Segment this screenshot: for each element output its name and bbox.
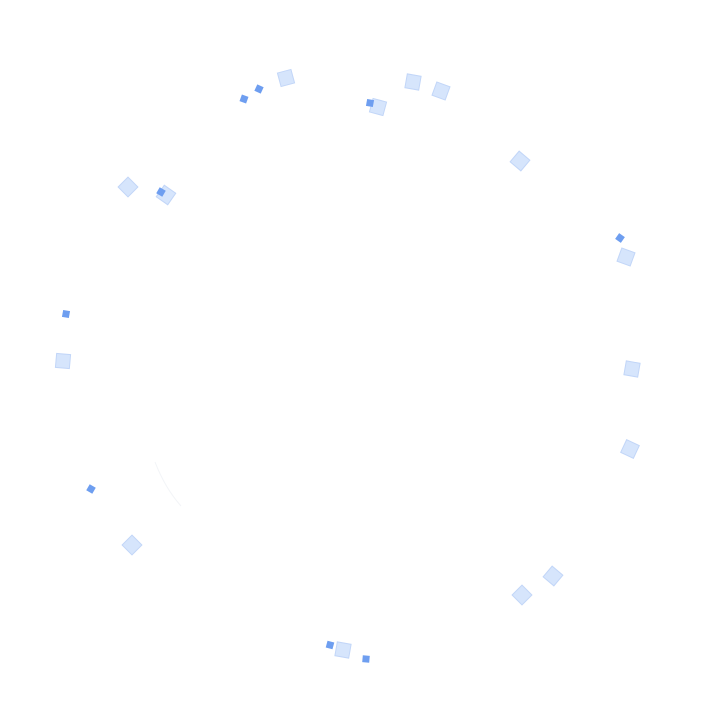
light-squares xyxy=(54,68,641,659)
dot xyxy=(325,640,335,650)
square xyxy=(620,439,640,459)
dot xyxy=(86,484,96,494)
square xyxy=(509,150,531,172)
square xyxy=(511,584,533,606)
faint-arc xyxy=(154,461,182,507)
square xyxy=(121,534,143,556)
dark-squares xyxy=(61,84,625,663)
square xyxy=(117,176,139,198)
dot xyxy=(365,98,375,108)
square xyxy=(623,360,641,378)
square xyxy=(334,641,352,659)
square xyxy=(616,247,636,267)
dot xyxy=(615,233,625,243)
dot xyxy=(254,84,264,94)
dot xyxy=(156,187,166,197)
dot xyxy=(362,655,370,663)
square xyxy=(542,565,564,587)
dot xyxy=(239,94,249,104)
square xyxy=(54,352,72,370)
dot xyxy=(61,309,71,319)
square xyxy=(404,73,422,91)
square xyxy=(276,68,296,88)
square xyxy=(431,81,451,101)
